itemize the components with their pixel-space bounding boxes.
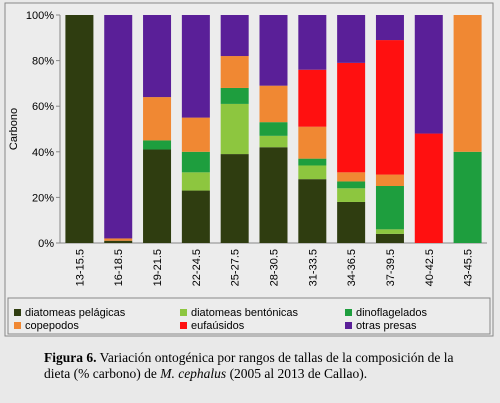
legend-swatch (180, 322, 187, 329)
bar-segment (337, 172, 366, 182)
x-tick-label: 25-27.5 (230, 249, 242, 286)
bar-segment (375, 174, 404, 186)
y-tick-label: 20% (32, 192, 54, 204)
x-tick-label: 43-45.5 (463, 249, 475, 286)
y-tick-label: 40% (32, 147, 54, 159)
x-tick-label: 31-33.5 (307, 249, 319, 286)
legend-label: dinoflagelados (356, 307, 427, 319)
y-tick-label: 60% (32, 101, 54, 113)
bar-segment (220, 87, 249, 104)
bar-segment (143, 97, 172, 141)
bar-segment (104, 240, 133, 243)
legend-label: otras presas (356, 320, 417, 332)
chart: Carbono 0% 20% 40% 60% 80% 100% 13-15.5 16-18.5… (4, 2, 494, 337)
caption-tail: (2005 al 2013 de Callao). (226, 366, 368, 381)
bar-segment (337, 201, 366, 243)
bar-segment (181, 15, 210, 118)
bar-segment (375, 186, 404, 230)
bar-segment (337, 15, 366, 63)
bar-segment (65, 15, 94, 243)
bar-segment (298, 165, 327, 180)
bar-segment (181, 172, 210, 191)
bar-segment (104, 15, 133, 239)
legend-label: eufaúsidos (191, 320, 245, 332)
x-tick-label: 40-42.5 (424, 249, 436, 286)
bar-segment (337, 188, 366, 202)
bar-segment (220, 154, 249, 243)
legend-swatch (14, 309, 21, 316)
bar-segment (259, 85, 288, 123)
x-tick-label: 37-39.5 (385, 249, 397, 286)
legend-swatch (345, 322, 352, 329)
x-tick-label: 16-18.5 (113, 249, 125, 286)
caption-label: Figura 6. (44, 350, 97, 365)
bar-segment (453, 15, 482, 152)
caption-text: Variación ontogénica por rangos de talla… (44, 350, 454, 381)
bar-segment (337, 62, 366, 173)
legend-label: diatomeas pelágicas (25, 307, 126, 319)
y-tick-label: 80% (32, 56, 54, 68)
bar-segment (298, 15, 327, 70)
bar-segment (104, 238, 133, 241)
bar-segment (220, 56, 249, 88)
bar-segment (143, 15, 172, 98)
legend-swatch (345, 309, 352, 316)
x-tick-label: 22-24.5 (191, 249, 203, 286)
x-tick-label: 13-15.5 (74, 249, 86, 286)
bar-segment (298, 158, 327, 166)
y-tick-label: 0% (38, 238, 54, 250)
bar-segment (259, 147, 288, 243)
x-tick-label: 19-21.5 (152, 249, 164, 286)
bar-segment (298, 179, 327, 243)
bar-segment (453, 151, 482, 243)
y-tick-label: 100% (26, 10, 54, 22)
legend-label: copepodos (25, 320, 79, 332)
x-tick-label: 34-36.5 (346, 249, 358, 286)
bar-segment (414, 133, 443, 243)
bar-segment (181, 117, 210, 152)
bar-segment (220, 15, 249, 57)
legend-label: diatomeas bentónicas (191, 307, 299, 319)
bar-segment (259, 135, 288, 148)
y-axis-label: Carbono (8, 108, 20, 150)
bar-segment (143, 149, 172, 243)
bar-segment (375, 40, 404, 175)
bar-segment (375, 233, 404, 243)
bar-segment (143, 140, 172, 150)
x-tick-label: 28-30.5 (269, 249, 281, 286)
bar-segment (181, 190, 210, 243)
caption-species: M. cephalus (160, 366, 227, 381)
legend-swatch (14, 322, 21, 329)
bar-segment (337, 181, 366, 189)
bar-segment (259, 15, 288, 86)
bar-segment (220, 103, 249, 155)
bar-segment (414, 15, 443, 134)
bar-segment (298, 126, 327, 159)
bar-segment (375, 229, 404, 234)
bar-segment (181, 151, 210, 173)
bar-segment (298, 69, 327, 127)
caption: Figura 6. Variación ontogénica por rango… (44, 350, 464, 382)
legend-frame (7, 297, 491, 335)
legend-swatch (180, 309, 187, 316)
bar-segment (259, 122, 288, 136)
bar-segment (375, 15, 404, 41)
